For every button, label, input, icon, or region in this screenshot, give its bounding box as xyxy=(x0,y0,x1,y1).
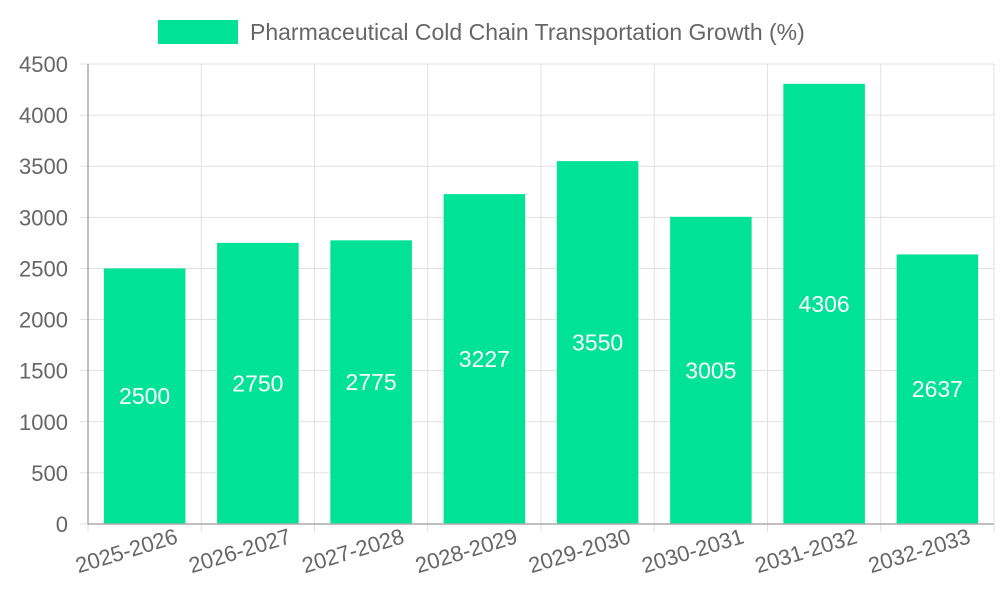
bar-value-label: 2637 xyxy=(912,376,963,402)
x-tick-label: 2031-2032 xyxy=(752,523,860,578)
x-tick-label: 2025-2026 xyxy=(72,523,180,578)
y-tick-label: 1000 xyxy=(19,410,68,435)
x-tick-label: 2029-2030 xyxy=(525,523,633,578)
y-tick-label: 0 xyxy=(56,512,68,537)
legend-swatch xyxy=(158,20,238,44)
bar xyxy=(330,240,412,525)
bar xyxy=(103,268,186,524)
x-tick-label: 2027-2028 xyxy=(299,523,407,578)
data-labels: 2500 2750 2775 3227 3550 3005 4306 2637 xyxy=(119,291,963,409)
y-tick-label: 500 xyxy=(31,461,68,486)
bar-value-label: 4306 xyxy=(799,291,850,317)
bars xyxy=(103,83,979,525)
y-tick-label: 4000 xyxy=(19,103,68,128)
bar-value-label: 2775 xyxy=(346,369,397,395)
bar-value-label: 2750 xyxy=(232,370,283,396)
bar-value-label: 3550 xyxy=(572,330,623,356)
y-tick-label: 2500 xyxy=(19,256,68,281)
legend-label: Pharmaceutical Cold Chain Transportation… xyxy=(250,19,805,45)
bar xyxy=(896,254,979,524)
bar-value-label: 3005 xyxy=(685,357,736,383)
y-tick-label: 2000 xyxy=(19,308,68,333)
bar xyxy=(556,161,639,524)
y-tick-label: 1500 xyxy=(19,359,68,384)
x-tick-label: 2030-2031 xyxy=(639,523,747,578)
x-tick-label: 2026-2027 xyxy=(186,523,294,578)
bar-value-label: 3227 xyxy=(459,346,510,372)
x-tick-label: 2032-2033 xyxy=(865,523,973,578)
x-tick-label: 2028-2029 xyxy=(412,523,520,578)
y-tick-label: 3000 xyxy=(19,205,68,230)
bar xyxy=(783,83,865,524)
y-tick-label: 4500 xyxy=(19,52,68,77)
y-tick-label: 3500 xyxy=(19,154,68,179)
bar-value-label: 2500 xyxy=(119,383,170,409)
bar xyxy=(670,216,752,525)
legend[interactable]: Pharmaceutical Cold Chain Transportation… xyxy=(158,19,805,45)
bar xyxy=(217,242,299,524)
bar xyxy=(443,194,526,524)
